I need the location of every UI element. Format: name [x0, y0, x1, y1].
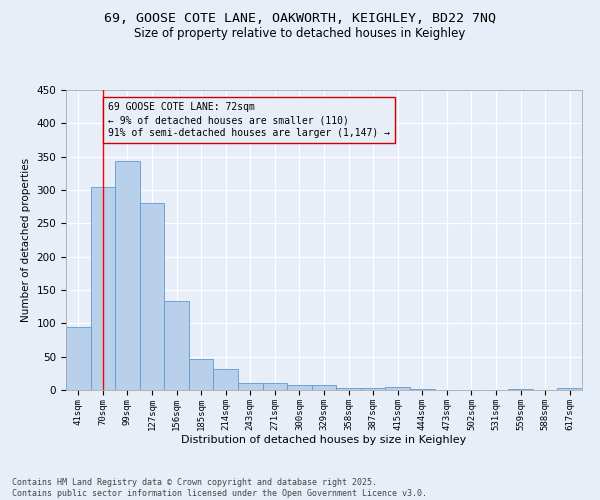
Bar [115, 162, 140, 390]
X-axis label: Distribution of detached houses by size in Keighley: Distribution of detached houses by size … [181, 436, 467, 446]
Text: 69, GOOSE COTE LANE, OAKWORTH, KEIGHLEY, BD22 7NQ: 69, GOOSE COTE LANE, OAKWORTH, KEIGHLEY,… [104, 12, 496, 26]
Y-axis label: Number of detached properties: Number of detached properties [21, 158, 31, 322]
Bar [508, 388, 533, 390]
Bar [214, 370, 238, 390]
Bar [140, 204, 164, 390]
Bar [336, 388, 361, 390]
Text: Size of property relative to detached houses in Keighley: Size of property relative to detached ho… [134, 28, 466, 40]
Bar [410, 388, 434, 390]
Bar [164, 300, 189, 390]
Bar [263, 384, 287, 390]
Bar [385, 386, 410, 390]
Bar [91, 186, 115, 390]
Text: Contains HM Land Registry data © Crown copyright and database right 2025.
Contai: Contains HM Land Registry data © Crown c… [12, 478, 427, 498]
Bar [287, 384, 312, 390]
Bar [312, 384, 336, 390]
Bar [66, 328, 91, 390]
Text: 69 GOOSE COTE LANE: 72sqm
← 9% of detached houses are smaller (110)
91% of semi-: 69 GOOSE COTE LANE: 72sqm ← 9% of detach… [108, 102, 390, 139]
Bar [361, 388, 385, 390]
Bar [557, 388, 582, 390]
Bar [189, 358, 214, 390]
Bar [238, 384, 263, 390]
